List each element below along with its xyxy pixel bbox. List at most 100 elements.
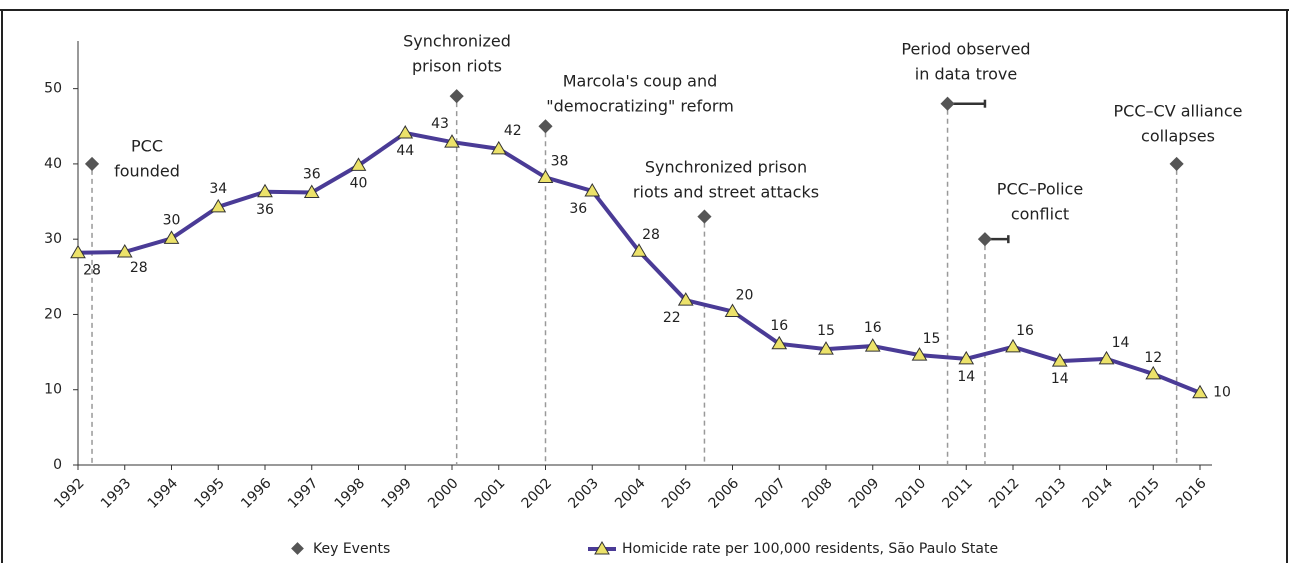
- x-tick-label: 1994: [145, 475, 182, 512]
- series-marker: [677, 292, 694, 306]
- event-label: riots and street attacks: [633, 183, 819, 202]
- series-marker: [163, 230, 180, 244]
- event-label: collapses: [1141, 127, 1215, 146]
- x-tick-label: 2016: [1173, 475, 1210, 512]
- event-marker: [449, 89, 464, 104]
- value-label: 44: [396, 143, 414, 159]
- x-tick-label: 2004: [612, 475, 649, 512]
- value-label: 28: [130, 260, 148, 276]
- event-marker: [84, 156, 100, 171]
- value-label: 43: [431, 116, 449, 132]
- series-line: [77, 130, 1201, 395]
- event-label: Synchronized: [403, 32, 511, 51]
- value-label: 38: [551, 153, 569, 169]
- series-marker: [631, 243, 647, 257]
- event-label: prison riots: [412, 57, 502, 76]
- series-marker: [1005, 338, 1021, 353]
- series-marker: [1145, 365, 1162, 380]
- x-tick-label: 2011: [939, 475, 976, 512]
- x-tick-label: 1993: [98, 475, 135, 512]
- event-label: PCC: [131, 137, 163, 156]
- series-marker: [724, 303, 741, 317]
- event-label: Synchronized prison: [645, 158, 807, 177]
- y-tick-label: 20: [44, 306, 62, 322]
- y-tick-label: 40: [44, 156, 62, 172]
- series-marker: [210, 198, 227, 213]
- x-tick-label: 2005: [659, 475, 696, 512]
- y-tick-label: 10: [44, 382, 62, 398]
- y-tick-label: 50: [44, 81, 62, 97]
- event-label: conflict: [1011, 205, 1069, 224]
- value-label: 16: [770, 318, 788, 334]
- legend-label: Homicide rate per 100,000 residents, São…: [622, 541, 998, 557]
- x-tick-label: 2009: [846, 475, 883, 512]
- series-marker: [818, 341, 834, 355]
- series-marker: [70, 244, 86, 259]
- event-label: "democratizing" reform: [546, 97, 734, 116]
- event-label: Period observed: [901, 40, 1030, 59]
- value-label: 42: [504, 123, 522, 139]
- series-marker: [397, 125, 414, 139]
- series-marker: [1051, 353, 1068, 367]
- series-marker: [958, 350, 975, 365]
- y-tick-label: 30: [44, 231, 62, 247]
- series-marker: [350, 157, 367, 171]
- x-tick-label: 2015: [1126, 475, 1163, 512]
- value-label: 10: [1213, 385, 1231, 401]
- series-marker: [303, 184, 320, 199]
- x-tick-label: 2013: [1033, 475, 1070, 512]
- legend-marker: [291, 542, 304, 555]
- x-tick-label: 1996: [238, 475, 275, 512]
- value-label: 36: [256, 202, 274, 218]
- value-label: 15: [817, 323, 835, 339]
- event-marker: [977, 232, 993, 247]
- event-label: in data trove: [915, 65, 1017, 84]
- value-label: 40: [350, 175, 368, 191]
- x-tick-label: 2012: [986, 475, 1023, 512]
- event-label: PCC–Police: [997, 180, 1083, 199]
- value-label: 36: [303, 167, 321, 183]
- series-marker: [1098, 350, 1115, 365]
- value-label: 16: [864, 320, 882, 336]
- x-tick-label: 2007: [752, 475, 789, 512]
- series-marker: [257, 183, 273, 198]
- x-tick-label: 2000: [425, 475, 462, 512]
- value-label: 16: [1016, 323, 1034, 339]
- x-tick-label: 2006: [706, 475, 743, 512]
- value-label: 28: [83, 263, 101, 279]
- value-label: 36: [569, 201, 587, 217]
- x-tick-label: 2014: [1080, 475, 1117, 512]
- value-label: 12: [1144, 350, 1162, 366]
- x-tick-label: 1997: [285, 475, 322, 512]
- legend-marker: [594, 541, 610, 555]
- series-marker: [584, 183, 601, 197]
- value-label: 14: [1112, 335, 1130, 351]
- x-tick-label: 2008: [799, 475, 836, 512]
- x-tick-label: 2003: [565, 475, 602, 512]
- legend-label: Key Events: [313, 541, 390, 557]
- series-marker: [1192, 384, 1208, 399]
- series-marker: [911, 347, 928, 361]
- event-label: PCC–CV alliance: [1114, 102, 1243, 121]
- event-marker: [940, 96, 955, 111]
- x-tick-label: 1999: [378, 475, 415, 512]
- series-marker: [771, 335, 788, 350]
- x-tick-label: 1992: [51, 475, 88, 512]
- x-tick-label: 2010: [893, 475, 930, 512]
- series-marker: [116, 243, 133, 258]
- value-label: 28: [642, 227, 660, 243]
- series-marker: [490, 140, 507, 155]
- event-marker: [538, 119, 553, 134]
- y-tick-label: 0: [53, 457, 62, 473]
- value-label: 20: [736, 287, 754, 303]
- value-label: 14: [1051, 371, 1069, 387]
- x-tick-label: 2001: [472, 475, 509, 512]
- value-label: 30: [163, 212, 181, 228]
- event-marker: [697, 209, 712, 224]
- series-marker: [444, 134, 460, 148]
- event-label: founded: [114, 162, 180, 181]
- value-label: 22: [663, 310, 681, 326]
- x-tick-label: 1998: [332, 475, 369, 512]
- series-marker: [864, 338, 881, 352]
